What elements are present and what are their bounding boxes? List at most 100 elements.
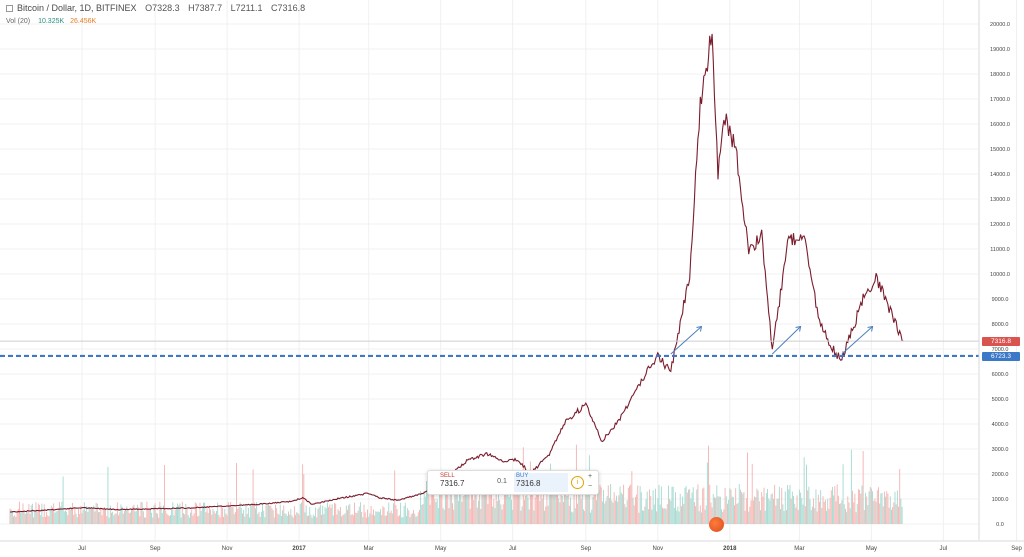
volume-bar [28,504,30,524]
volume-bar [705,505,707,524]
volume-bar [670,500,672,524]
volume-bar [290,508,292,524]
volume-bar [639,486,641,524]
volume-bar [322,505,324,524]
y-tick-label: 17000.0 [990,97,1010,103]
volume-bar [400,502,402,524]
volume-bar [637,485,639,524]
volume-bar [771,493,773,524]
volume-bar [768,498,770,524]
info-icon[interactable]: i [571,476,584,489]
volume-bar [604,503,606,524]
volume-bar [339,507,341,524]
volume-bar [516,484,518,524]
volume-bar [629,485,630,524]
volume-bar [270,505,272,524]
volume-bar [100,507,102,524]
volume-bar [277,513,279,524]
volume-bar [283,505,285,524]
volume-bar [422,504,424,524]
sell-button[interactable]: SELL 7316.7 [430,473,490,492]
volume-bar [677,506,679,524]
volume-bar [763,487,765,524]
volume-bar [81,513,83,524]
volume-bar [597,485,599,524]
volume-bar [65,510,66,524]
volume-bar [801,497,803,524]
volume-bar [579,490,581,524]
volume-bar [286,515,288,524]
minus-icon[interactable]: − [588,483,593,490]
buy-button[interactable]: BUY 7316.8 [514,473,568,492]
volume-bar [669,498,671,524]
volume-bar [88,507,90,524]
volume-bar [807,490,809,524]
volume-bar [726,503,728,524]
y-tick-label: 6000.0 [992,372,1009,378]
plus-icon[interactable]: + [588,473,593,480]
volume-bar [463,488,465,524]
volume-bar [183,513,184,524]
volume-bar [175,507,177,524]
volume-bar [128,513,130,524]
volume-bar [760,510,761,524]
y-tick-label: 1000.0 [992,497,1009,503]
volume-bar [174,509,176,524]
volume-bar [382,506,384,524]
volume-bar [739,489,741,524]
volume-bar [337,509,339,524]
volume-bar [886,491,888,524]
volume-bar [251,503,253,524]
volume-bar [414,513,416,524]
volume-bar [278,514,280,524]
volume-bar [114,513,116,524]
volume-bar [247,507,249,524]
volume-bar [349,503,351,524]
volume-bar [433,484,435,524]
volume-bar [289,514,291,524]
volume-bar [203,502,204,524]
volume-bar [385,515,387,524]
volume-bar [24,514,26,524]
volume-bar [814,508,816,524]
volume-bar [77,508,79,524]
volume-bar [112,511,114,524]
volume-bar [875,501,877,524]
volume-bar [809,499,811,524]
volume-bar [312,514,314,524]
volume-bar [239,502,241,524]
volume-bar [66,511,68,524]
volume-bar [861,485,863,524]
volume-bar [34,511,36,524]
volume-bar [403,505,405,524]
volume-bar [282,510,284,524]
volume-bar [213,511,215,524]
volume-bar [526,486,528,524]
volume-bar [14,515,16,524]
volume-bar [450,491,452,524]
volume-bar [295,514,297,524]
symbol-title: Bitcoin / Dollar, 1D, BITFINEX [17,3,137,13]
quantity-field[interactable]: 0.1 [497,478,507,485]
volume-bar [731,496,733,524]
volume-bar [819,501,820,524]
volume-bar [269,505,271,524]
volume-bar [795,507,797,524]
volume-bar [423,491,425,524]
volume-bar [474,478,476,524]
volume-bar [888,507,890,524]
volume-bar [645,499,647,524]
volume-bar [41,503,43,524]
trend-arrow [841,326,873,355]
volume-bar [434,498,436,524]
event-flag-icon[interactable] [709,517,724,532]
volume-bar [610,484,612,524]
volume-bar [798,489,800,524]
volume-bar [788,489,790,524]
collapse-square-icon[interactable] [6,5,13,13]
volume-bar [456,478,458,524]
volume-bar [692,487,694,524]
y-tick-label: 12000.0 [990,222,1010,228]
volume-bar [216,511,217,524]
